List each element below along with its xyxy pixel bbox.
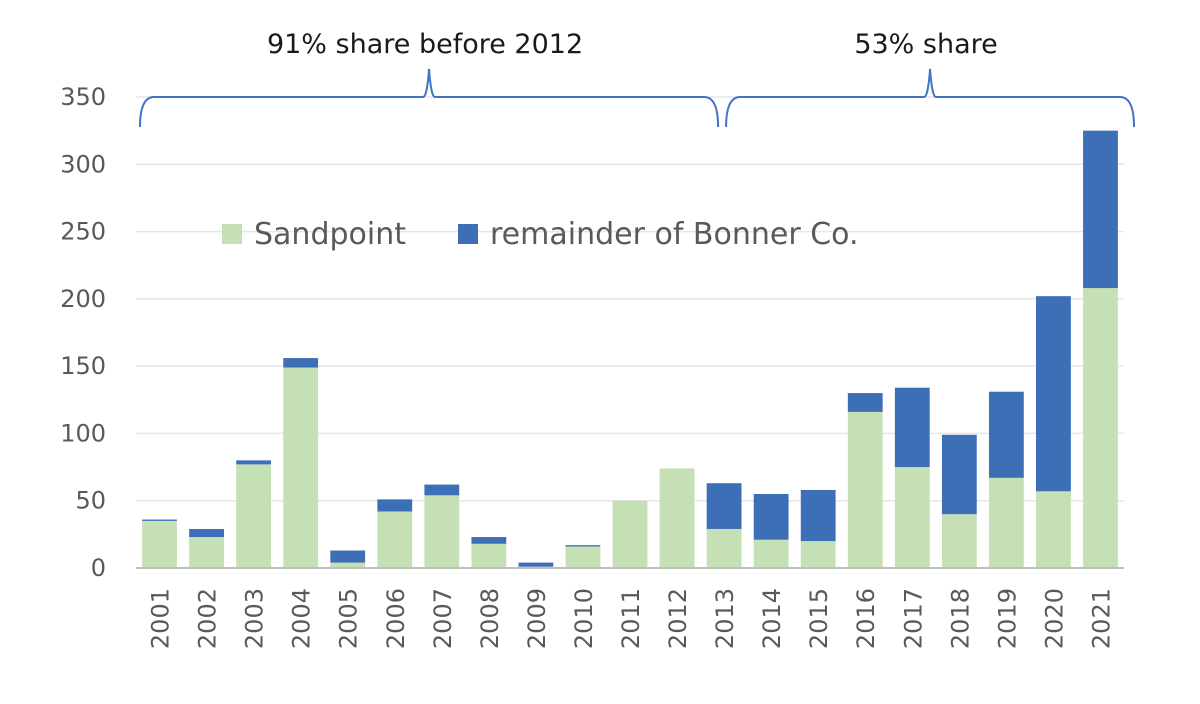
legend: Sandpoint remainder of Bonner Co.: [222, 217, 859, 252]
x-tick-label: 2021: [1087, 588, 1115, 649]
x-tick-label: 2019: [993, 588, 1021, 649]
bar-remainder-2020: [1036, 296, 1071, 492]
bar-sandpoint-2001: [142, 520, 177, 568]
x-tick-label: 2011: [617, 588, 645, 649]
bar-remainder-2021: [1083, 130, 1118, 289]
bars: [142, 130, 1118, 568]
bar-remainder-2007: [424, 484, 460, 496]
y-tick-label: 350: [60, 83, 106, 111]
bar-sandpoint-2010: [565, 546, 601, 568]
y-tick-label: 100: [60, 419, 106, 447]
x-tick-label: 2001: [147, 588, 175, 649]
y-tick-label: 300: [60, 150, 106, 178]
annotation-brace: [725, 68, 1135, 128]
y-tick-label: 50: [75, 487, 106, 515]
bar-sandpoint-2015: [800, 541, 836, 568]
legend-swatch: [458, 224, 478, 244]
bar-sandpoint-2005: [330, 562, 366, 568]
bar-sandpoint-2008: [471, 543, 507, 568]
x-tick-label: 2012: [664, 588, 692, 649]
bar-remainder-2019: [988, 391, 1024, 478]
annotation-label: 53% share: [854, 29, 997, 60]
x-tick-label: 2005: [335, 588, 363, 649]
x-tick-label: 2006: [382, 588, 410, 649]
annotations: 91% share before 2012 53% share: [139, 29, 1135, 128]
x-tick-label: 2020: [1040, 588, 1068, 649]
bar-sandpoint-2021: [1083, 288, 1118, 568]
bar-sandpoint-2011: [612, 500, 648, 568]
legend-label: remainder of Bonner Co.: [490, 217, 859, 252]
axes: 0 50 100 150 200 250 300 350 2001 2002 2003 2004 200…: [60, 83, 1124, 649]
bar-remainder-2016: [847, 393, 883, 412]
bar-remainder-2004: [283, 358, 319, 368]
bar-remainder-2008: [471, 537, 507, 544]
y-tick-label: 150: [60, 352, 106, 380]
bar-sandpoint-2018: [941, 514, 977, 568]
bar-remainder-2010: [565, 545, 601, 547]
legend-label: Sandpoint: [254, 217, 406, 252]
x-tick-label: 2002: [194, 588, 222, 649]
bar-remainder-2005: [330, 550, 366, 563]
y-tick-label: 0: [91, 554, 106, 582]
bar-sandpoint-2017: [894, 467, 930, 568]
bar-sandpoint-2014: [753, 539, 789, 568]
y-tick-label: 250: [60, 218, 106, 246]
x-tick-label: 2017: [899, 588, 927, 649]
bar-remainder-2017: [894, 387, 930, 468]
bar-remainder-2014: [753, 493, 789, 540]
bar-sandpoint-2004: [283, 367, 319, 568]
x-tick-label: 2013: [711, 588, 739, 649]
x-tick-label: 2015: [805, 588, 833, 649]
bar-remainder-2015: [800, 489, 836, 542]
x-tick-label: 2010: [570, 588, 598, 649]
bar-sandpoint-2020: [1036, 491, 1071, 568]
bar-remainder-2006: [377, 499, 413, 512]
x-tick-label: 2007: [429, 588, 457, 649]
bar-remainder-2018: [941, 434, 977, 515]
legend-swatch: [222, 224, 242, 244]
x-tick-label: 2004: [288, 588, 316, 649]
bar-sandpoint-2007: [424, 495, 460, 568]
bar-sandpoint-2016: [847, 411, 883, 568]
annotation-brace: [139, 68, 720, 128]
bar-remainder-2009: [518, 562, 554, 567]
x-tick-label: 2008: [476, 588, 504, 649]
x-tick-label: 2016: [852, 588, 880, 649]
bar-sandpoint-2012: [659, 468, 695, 568]
bar-sandpoint-2019: [988, 477, 1024, 568]
bar-sandpoint-2002: [189, 537, 224, 568]
x-tick-label: 2009: [523, 588, 551, 649]
bar-remainder-2003: [236, 460, 272, 465]
bar-sandpoint-2013: [706, 528, 742, 568]
bar-remainder-2002: [189, 528, 224, 538]
bar-remainder-2013: [706, 483, 742, 529]
bar-sandpoint-2003: [236, 464, 272, 568]
y-tick-label: 200: [60, 285, 106, 313]
x-tick-label: 2018: [946, 588, 974, 649]
x-tick-label: 2003: [241, 588, 269, 649]
annotation-label: 91% share before 2012: [267, 29, 583, 60]
bar-remainder-2001: [142, 519, 177, 521]
x-tick-label: 2014: [758, 588, 786, 649]
bar-sandpoint-2006: [377, 511, 413, 568]
